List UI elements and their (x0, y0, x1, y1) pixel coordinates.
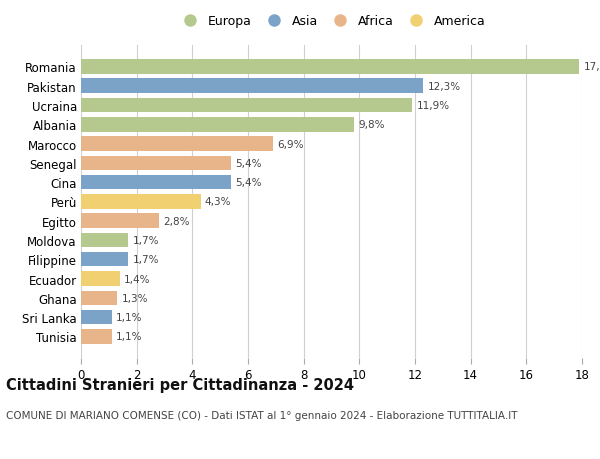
Text: 5,4%: 5,4% (235, 158, 262, 168)
Bar (81, 99, 412, 113)
Bar (81, 272, 120, 286)
Text: COMUNE DI MARIANO COMENSE (CO) - Dati ISTAT al 1° gennaio 2024 - Elaborazione TU: COMUNE DI MARIANO COMENSE (CO) - Dati IS… (6, 410, 517, 420)
Bar (81, 233, 128, 248)
Text: 1,4%: 1,4% (124, 274, 151, 284)
Text: Cittadini Stranieri per Cittadinanza - 2024: Cittadini Stranieri per Cittadinanza - 2… (6, 377, 354, 392)
Text: 17,9%: 17,9% (583, 62, 600, 72)
Bar (81, 60, 579, 74)
Bar (81, 175, 232, 190)
Text: 1,1%: 1,1% (116, 332, 142, 341)
Text: 11,9%: 11,9% (416, 101, 449, 111)
Text: 12,3%: 12,3% (428, 82, 461, 91)
Bar (81, 156, 232, 171)
Text: 1,7%: 1,7% (133, 235, 159, 246)
Bar (81, 137, 273, 151)
Bar (81, 195, 200, 209)
Bar (81, 79, 424, 94)
Bar (81, 214, 159, 229)
Bar (81, 291, 117, 305)
Text: 6,9%: 6,9% (277, 139, 304, 149)
Text: 2,8%: 2,8% (163, 216, 190, 226)
Legend: Europa, Asia, Africa, America: Europa, Asia, Africa, America (174, 11, 489, 32)
Text: 1,7%: 1,7% (133, 255, 159, 265)
Text: 1,1%: 1,1% (116, 313, 142, 322)
Text: 5,4%: 5,4% (235, 178, 262, 188)
Text: 9,8%: 9,8% (358, 120, 385, 130)
Bar (81, 252, 128, 267)
Bar (81, 310, 112, 325)
Bar (81, 118, 354, 132)
Bar (81, 330, 112, 344)
Text: 1,3%: 1,3% (121, 293, 148, 303)
Text: 4,3%: 4,3% (205, 197, 232, 207)
